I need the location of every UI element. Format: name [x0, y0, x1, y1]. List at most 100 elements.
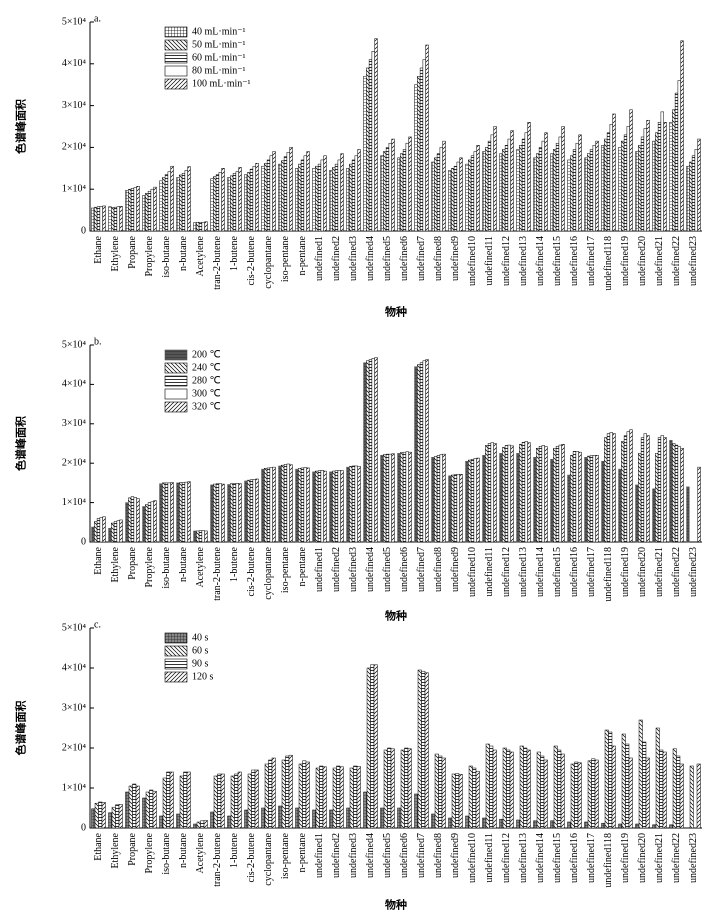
bar — [300, 467, 305, 543]
bar — [536, 447, 540, 543]
legend-swatch — [164, 26, 188, 38]
bar — [524, 441, 528, 543]
x-tick-label: undefined17 — [586, 547, 597, 597]
bar — [108, 812, 113, 829]
bar — [306, 151, 310, 232]
bar — [288, 754, 293, 829]
bar — [179, 482, 183, 543]
bar — [336, 765, 341, 829]
bar — [390, 748, 395, 829]
bar — [584, 157, 588, 232]
bar — [504, 145, 509, 232]
bar — [169, 771, 174, 829]
x-tick-label: cyclopantane — [263, 832, 274, 885]
bar — [125, 502, 129, 543]
bar — [459, 157, 463, 232]
x-tick-label: Ethylene — [110, 832, 121, 868]
y-axis-label: 色谱峰面积 — [14, 416, 28, 471]
bar — [669, 440, 673, 543]
x-tick-label: tran-2-butene — [212, 832, 223, 886]
bar — [459, 473, 463, 543]
bar — [405, 142, 409, 232]
bar — [102, 205, 106, 232]
bar — [176, 177, 180, 232]
bar — [221, 483, 225, 543]
x-tick-label: undefined3 — [348, 833, 359, 878]
bar — [329, 471, 333, 543]
bar — [255, 478, 259, 543]
bar — [417, 76, 421, 232]
bar — [589, 149, 594, 232]
bar — [502, 149, 506, 232]
bar — [604, 138, 608, 232]
bar — [455, 773, 460, 829]
bar — [465, 815, 470, 829]
bar — [431, 457, 435, 543]
bar — [555, 142, 560, 232]
legend-label: 60 mL·min⁻¹ — [192, 52, 246, 63]
bar — [164, 174, 169, 232]
legend-label: 40 s — [192, 632, 209, 643]
bar — [153, 500, 157, 543]
bar — [694, 149, 698, 232]
bar — [439, 147, 443, 232]
bar — [468, 459, 472, 543]
bar — [298, 468, 302, 543]
bar — [638, 453, 642, 543]
bar — [476, 145, 480, 232]
bar — [541, 445, 545, 543]
bar — [91, 526, 95, 543]
bar — [659, 749, 664, 829]
bar — [159, 483, 163, 543]
x-tick-label: undefined9 — [450, 547, 461, 592]
bar — [247, 773, 252, 829]
bar — [281, 759, 286, 829]
bar — [652, 488, 656, 543]
bar — [502, 747, 507, 829]
bar — [300, 159, 305, 232]
bar — [111, 806, 116, 829]
bar — [470, 155, 475, 232]
bar — [374, 38, 378, 232]
x-tick-label: undefined22 — [671, 236, 682, 286]
panel-label: a. — [94, 13, 101, 24]
bar — [408, 136, 412, 232]
bar — [118, 804, 123, 829]
bar — [504, 445, 509, 543]
bar — [609, 432, 613, 543]
bar — [555, 446, 560, 543]
bar — [441, 757, 446, 829]
bar — [538, 147, 543, 232]
bar — [638, 145, 642, 232]
legend-label: 120 s — [192, 671, 214, 682]
bar — [383, 454, 387, 543]
bar — [167, 171, 171, 232]
bar — [604, 437, 608, 543]
bar — [516, 819, 521, 829]
bar — [255, 163, 259, 232]
bar — [482, 817, 487, 829]
bar — [442, 453, 446, 543]
bar — [442, 140, 446, 232]
bar — [181, 173, 186, 232]
bar — [96, 518, 101, 543]
bar — [431, 161, 435, 232]
y-tick-label: 4×10⁴ — [62, 379, 87, 390]
bar — [383, 151, 387, 232]
bar — [119, 206, 123, 232]
bar — [111, 207, 115, 232]
bar — [374, 357, 378, 543]
bar — [227, 815, 232, 829]
bar — [302, 760, 307, 829]
bar — [221, 168, 225, 232]
bar — [183, 771, 188, 829]
bar — [424, 672, 429, 829]
bar — [201, 221, 205, 232]
bar — [136, 498, 140, 543]
legend-swatch — [164, 645, 188, 657]
bar — [640, 136, 645, 232]
bar — [612, 433, 616, 543]
legend-swatch — [164, 39, 188, 51]
bar — [193, 823, 198, 829]
bar — [289, 464, 293, 543]
